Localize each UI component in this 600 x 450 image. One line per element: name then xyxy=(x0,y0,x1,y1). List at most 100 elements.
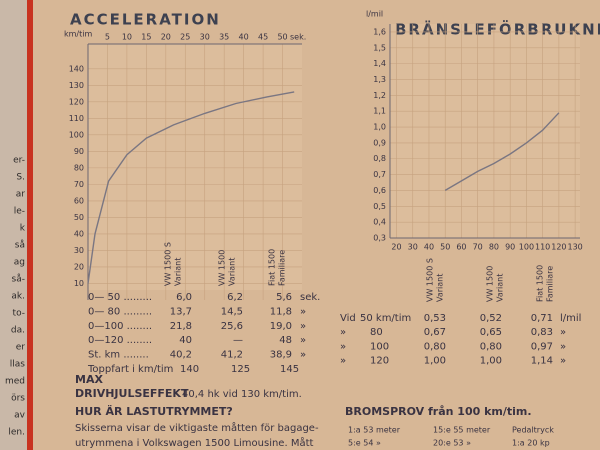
table-cell: 41,2 xyxy=(221,350,243,361)
y-axis-label: l/mil xyxy=(366,10,383,19)
table-cell: sek. xyxy=(300,292,320,303)
y-axis-label: km/tim xyxy=(64,30,92,39)
column-header: Familiare xyxy=(278,250,287,286)
table-cell: » xyxy=(560,327,566,338)
x-tick-label: 15 xyxy=(141,33,151,42)
table-cell: 21,8 xyxy=(170,321,192,332)
table-cell: 0,67 xyxy=(424,327,446,338)
table-cell: » xyxy=(300,350,306,361)
y-tick-label: 40 xyxy=(74,229,84,238)
x-tick-label: 30 xyxy=(200,33,210,42)
y-tick-label: 1,3 xyxy=(373,75,386,84)
y-tick-label: 1,5 xyxy=(373,43,386,52)
margin-fragment: örs xyxy=(11,394,25,404)
column-header: Familiare xyxy=(546,266,555,302)
x-tick-label: 20 xyxy=(161,33,171,42)
table-cell: 1,00 xyxy=(480,356,502,367)
x-axis-label: sek. xyxy=(290,33,306,42)
table-cell: 13,7 xyxy=(170,306,192,317)
table-cell: 14,5 xyxy=(221,306,243,317)
column-header: Fiat 1500 xyxy=(536,265,545,302)
y-tick-label: 1,2 xyxy=(373,91,386,100)
y-tick-label: 0,6 xyxy=(373,186,386,195)
y-tick-label: 1,4 xyxy=(373,59,386,68)
table-cell: 145 xyxy=(280,364,299,375)
y-tick-label: 10 xyxy=(74,279,84,288)
table-cell: 0— 50 ......... xyxy=(88,292,152,303)
x-tick-label: 35 xyxy=(219,33,229,42)
margin-fragment: llas xyxy=(10,360,26,370)
x-tick-label: 90 xyxy=(505,243,515,252)
margin-fragment: så- xyxy=(12,274,25,285)
margin-fragment: er xyxy=(16,343,26,353)
y-tick-label: 0,8 xyxy=(373,154,386,163)
y-tick-label: 60 xyxy=(74,196,84,205)
column-header: Variant xyxy=(436,274,445,302)
body-text: 40,4 hk vid 130 km/tim. xyxy=(182,389,302,400)
x-tick-label: 110 xyxy=(535,243,550,252)
margin-fragment: len. xyxy=(8,428,25,438)
y-tick-label: 0,5 xyxy=(373,202,386,211)
x-tick-label: 100 xyxy=(519,243,534,252)
table-cell: 48 xyxy=(279,335,292,346)
body-text: Pedaltryck xyxy=(512,426,554,435)
y-tick-label: 70 xyxy=(74,180,84,189)
column-header: VW 1500 xyxy=(486,266,495,302)
y-tick-label: 120 xyxy=(69,97,84,106)
x-tick-label: 80 xyxy=(489,243,499,252)
table-cell: 11,8 xyxy=(270,306,292,317)
margin-fragment: da. xyxy=(11,326,25,336)
table-cell: l/mil xyxy=(560,313,581,324)
table-cell: » xyxy=(560,356,566,367)
chart-title: ACCELERATION xyxy=(70,11,221,29)
table-cell: 6,2 xyxy=(227,292,243,303)
y-tick-label: 1,6 xyxy=(373,27,386,36)
x-tick-label: 20 xyxy=(391,243,401,252)
line-series xyxy=(87,91,295,284)
x-tick-label: 5 xyxy=(105,33,110,42)
table-cell: 0,97 xyxy=(531,341,553,352)
table-cell: Toppfart i km/tim xyxy=(87,364,173,375)
table-cell: 50 km/tim xyxy=(360,313,411,324)
y-tick-label: 130 xyxy=(69,81,84,90)
y-tick-label: 0,9 xyxy=(373,138,386,147)
table-cell: 0,83 xyxy=(531,327,553,338)
y-tick-label: 20 xyxy=(74,262,84,271)
table-cell: St. km ........ xyxy=(88,350,149,361)
x-tick-label: 30 xyxy=(408,243,418,252)
table-cell: 0— 80 ......... xyxy=(88,306,152,317)
table-cell: 100 xyxy=(370,341,389,352)
x-tick-label: 50 xyxy=(440,243,450,252)
table-cell: 0,53 xyxy=(424,313,446,324)
heading: BROMSPROV från 100 km/tim. xyxy=(345,405,532,418)
table-cell: 0,80 xyxy=(480,341,502,352)
y-tick-label: 1,1 xyxy=(373,107,386,116)
line-series xyxy=(444,112,560,192)
table-cell: 25,6 xyxy=(221,321,243,332)
heading: MAX xyxy=(75,373,103,386)
x-tick-label: 25 xyxy=(180,33,190,42)
table-cell: 0—100 ........ xyxy=(88,321,152,332)
y-tick-label: 90 xyxy=(74,147,84,156)
column-header: Variant xyxy=(228,258,237,286)
body-text: 20:e 53 » xyxy=(433,439,471,448)
body-text: Skisserna visar de viktigaste måtten för… xyxy=(75,421,319,434)
y-tick-label: 1,0 xyxy=(373,123,386,132)
x-tick-label: 130 xyxy=(567,243,582,252)
chart-title: BRÄNSLEFÖRBRUKNING xyxy=(395,20,600,39)
graph-paper xyxy=(390,24,580,238)
x-tick-label: 45 xyxy=(258,33,268,42)
table-cell: » xyxy=(340,327,346,338)
column-header: Variant xyxy=(496,274,505,302)
table-cell: 19,0 xyxy=(270,321,292,332)
body-text: 5:e 54 » xyxy=(348,439,381,448)
table-cell: Vid xyxy=(340,313,356,324)
margin-fragment: av xyxy=(14,411,26,421)
table-cell: » xyxy=(300,306,306,317)
table-cell: » xyxy=(300,321,306,332)
table-cell: 140 xyxy=(180,364,199,375)
table-cell: 0—120 ........ xyxy=(88,335,152,346)
x-tick-label: 120 xyxy=(551,243,566,252)
x-tick-label: 10 xyxy=(122,33,132,42)
